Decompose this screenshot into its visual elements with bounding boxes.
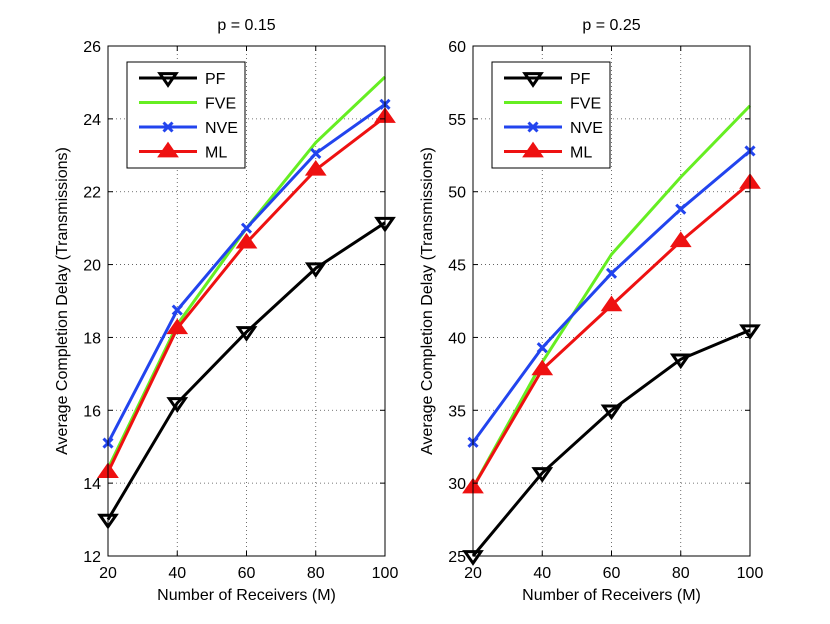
y-tick-label: 60 [448, 39, 466, 56]
data-point-ml [669, 231, 692, 248]
x-tick-label: 20 [99, 565, 117, 582]
data-point-nve-stroke-b [310, 147, 322, 160]
data-point-nve [310, 147, 322, 160]
data-point-nve [536, 342, 548, 354]
data-point-pf [166, 397, 189, 413]
data-point-nve [605, 267, 618, 279]
legend-marker-ml [522, 141, 544, 158]
y-axis-label: Average Completion Delay (Transmissions) [419, 147, 436, 455]
legend-label-ml: ML [570, 145, 592, 162]
y-tick-label: 26 [83, 39, 101, 56]
legend-label-pf: PF [570, 71, 591, 88]
y-tick-label: 45 [448, 258, 466, 275]
x-tick-label: 40 [533, 565, 551, 582]
y-tick-label: 55 [448, 112, 466, 129]
legend-marker-ml [157, 141, 179, 158]
y-tick-label: 30 [448, 476, 466, 493]
y-tick-label: 25 [448, 549, 466, 566]
data-point-nve-stroke-b [675, 203, 687, 215]
data-point-pf [531, 467, 554, 483]
y-tick-label: 40 [448, 330, 466, 347]
data-point-pf [304, 262, 327, 279]
x-tick-label: 100 [372, 565, 399, 582]
x-tick-label: 20 [464, 565, 482, 582]
series-line-pf [106, 221, 386, 521]
x-tick-label: 40 [168, 565, 186, 582]
legend-marker-pf [522, 72, 544, 88]
data-point-ml [304, 160, 327, 176]
chart-panel-p015: 20 40 60 80 100 12 14 16 18 20 22 24 26 p = 0.15 Numbe… [54, 17, 398, 604]
series-line-fve [471, 104, 752, 489]
data-point-ml [531, 359, 554, 376]
data-point-nve [171, 304, 183, 316]
legend-label-fve: FVE [205, 96, 236, 113]
data-point-ml [235, 232, 258, 249]
x-axis-label: Number of Receivers (M) [157, 587, 336, 604]
data-point-ml [166, 318, 189, 335]
y-tick-label: 35 [448, 403, 466, 420]
x-axis-label: Number of Receivers (M) [522, 587, 701, 604]
data-point-pf [235, 326, 258, 342]
x-tick-label: 60 [603, 565, 621, 582]
y-tick-label: 24 [83, 112, 101, 129]
x-tick-label: 80 [307, 565, 325, 582]
series-line-pf [471, 328, 751, 557]
legend-marker-nve-stroke-b [162, 121, 174, 133]
y-tick-label: 22 [83, 185, 101, 202]
legend-label-ml: ML [205, 145, 227, 162]
x-tick-label: 100 [737, 565, 764, 582]
data-point-nve [240, 222, 253, 234]
data-point-ml [600, 295, 623, 312]
y-axis-label: Average Completion Delay (Transmissions) [54, 147, 71, 455]
data-point-pf [600, 404, 623, 421]
y-tick-label: 18 [83, 330, 101, 347]
y-tick-label: 50 [448, 185, 466, 202]
legend-marker-pf [157, 72, 179, 88]
data-point-pf [669, 353, 692, 370]
x-tick-label: 80 [672, 565, 690, 582]
y-tick-label: 20 [83, 258, 101, 275]
chart-title: p = 0.25 [582, 17, 640, 34]
y-tick-label: 14 [83, 476, 101, 493]
legend-label-pf: PF [205, 71, 226, 88]
legend-label-fve: FVE [570, 96, 601, 113]
chart-panel-p025: 20 40 60 80 100 25 30 35 40 45 50 55 60 p = 0.25 Numbe… [419, 17, 763, 604]
legend-label-nve: NVE [205, 120, 238, 137]
data-point-nve-stroke-b [240, 222, 253, 234]
y-tick-label: 12 [83, 549, 101, 566]
x-tick-label: 60 [238, 565, 256, 582]
data-point-nve-stroke-b [605, 267, 618, 279]
legend-label-nve: NVE [570, 120, 603, 137]
data-point-nve-stroke-b [171, 304, 183, 316]
y-tick-label: 16 [83, 403, 101, 420]
legend-marker-nve [162, 121, 174, 133]
data-point-nve-stroke-b [536, 342, 548, 354]
legend-marker-nve [527, 121, 539, 133]
data-point-nve [675, 203, 687, 215]
chart-title: p = 0.15 [217, 17, 275, 34]
legend-marker-nve-stroke-b [527, 121, 539, 133]
